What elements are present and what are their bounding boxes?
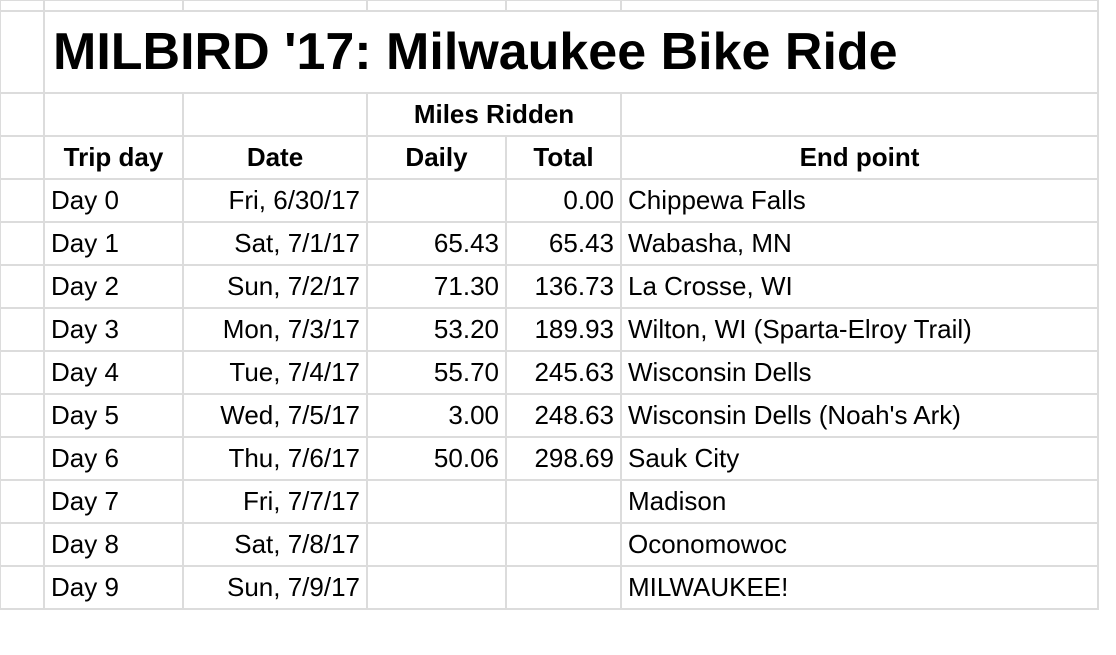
cell[interactable] [0,436,45,481]
daily-miles-cell[interactable] [366,178,507,223]
cell[interactable] [0,479,45,524]
column-header-row: Trip day Date Daily Total End point [0,135,1099,180]
date-cell[interactable]: Wed, 7/5/17 [182,393,368,438]
daily-miles-cell[interactable]: 3.00 [366,393,507,438]
spreadsheet-grid: MILBIRD '17: Milwaukee Bike Ride Miles R… [0,0,1099,610]
cell[interactable] [0,522,45,567]
cell[interactable] [0,307,45,352]
cell[interactable] [0,135,45,180]
trip-day-cell[interactable]: Day 0 [43,178,184,223]
daily-miles-cell[interactable]: 50.06 [366,436,507,481]
title-row: MILBIRD '17: Milwaukee Bike Ride [0,10,1099,94]
total-miles-cell[interactable] [505,522,622,567]
total-miles-cell[interactable] [505,479,622,524]
total-miles-cell[interactable] [505,565,622,610]
total-miles-cell[interactable]: 0.00 [505,178,622,223]
spacer-row [0,0,1099,12]
total-miles-cell[interactable]: 298.69 [505,436,622,481]
end-point-cell[interactable]: Madison [620,479,1099,524]
trip-day-cell[interactable]: Day 6 [43,436,184,481]
end-point-cell[interactable]: Wabasha, MN [620,221,1099,266]
date-cell[interactable]: Sun, 7/9/17 [182,565,368,610]
cell[interactable] [182,92,368,137]
table-row: Day 8 Sat, 7/8/17 Oconomowoc [0,522,1099,567]
cell[interactable] [0,565,45,610]
cell[interactable] [0,178,45,223]
daily-miles-cell[interactable] [366,522,507,567]
table-row: Day 5 Wed, 7/5/17 3.00 248.63 Wisconsin Dell… [0,393,1099,438]
cell[interactable] [620,0,1099,12]
miles-ridden-header[interactable]: Miles Ridden [366,92,622,137]
group-header-row: Miles Ridden [0,92,1099,137]
cell[interactable] [43,92,184,137]
date-cell[interactable]: Mon, 7/3/17 [182,307,368,352]
total-miles-cell[interactable]: 136.73 [505,264,622,309]
header-end-point[interactable]: End point [620,135,1099,180]
end-point-cell[interactable]: Chippewa Falls [620,178,1099,223]
header-trip-day[interactable]: Trip day [43,135,184,180]
daily-miles-cell[interactable]: 71.30 [366,264,507,309]
end-point-cell[interactable]: La Crosse, WI [620,264,1099,309]
table-row: Day 0 Fri, 6/30/17 0.00 Chippewa Falls [0,178,1099,223]
cell[interactable] [0,221,45,266]
header-total[interactable]: Total [505,135,622,180]
end-point-cell[interactable]: Sauk City [620,436,1099,481]
daily-miles-cell[interactable]: 53.20 [366,307,507,352]
trip-day-cell[interactable]: Day 4 [43,350,184,395]
header-date[interactable]: Date [182,135,368,180]
table-row: Day 1 Sat, 7/1/17 65.43 65.43 Wabasha, MN [0,221,1099,266]
total-miles-cell[interactable]: 248.63 [505,393,622,438]
date-cell[interactable]: Fri, 7/7/17 [182,479,368,524]
date-cell[interactable]: Thu, 7/6/17 [182,436,368,481]
total-miles-cell[interactable]: 245.63 [505,350,622,395]
table-row: Day 3 Mon, 7/3/17 53.20 189.93 Wilton, WI (S… [0,307,1099,352]
date-cell[interactable]: Tue, 7/4/17 [182,350,368,395]
end-point-cell[interactable]: Wisconsin Dells (Noah's Ark) [620,393,1099,438]
trip-day-cell[interactable]: Day 9 [43,565,184,610]
daily-miles-cell[interactable] [366,479,507,524]
header-daily[interactable]: Daily [366,135,507,180]
date-cell[interactable]: Sat, 7/1/17 [182,221,368,266]
trip-day-cell[interactable]: Day 8 [43,522,184,567]
date-cell[interactable]: Fri, 6/30/17 [182,178,368,223]
cell[interactable] [43,0,184,12]
trip-day-cell[interactable]: Day 5 [43,393,184,438]
table-row: Day 4 Tue, 7/4/17 55.70 245.63 Wisconsin Del… [0,350,1099,395]
cell[interactable] [0,264,45,309]
cell[interactable] [366,0,507,12]
cell[interactable] [0,10,45,94]
end-point-cell[interactable]: Wilton, WI (Sparta-Elroy Trail) [620,307,1099,352]
daily-miles-cell[interactable]: 55.70 [366,350,507,395]
trip-day-cell[interactable]: Day 3 [43,307,184,352]
cell[interactable] [0,92,45,137]
table-row: Day 6 Thu, 7/6/17 50.06 298.69 Sauk City [0,436,1099,481]
sheet-title[interactable]: MILBIRD '17: Milwaukee Bike Ride [43,10,1099,94]
total-miles-cell[interactable]: 65.43 [505,221,622,266]
trip-day-cell[interactable]: Day 2 [43,264,184,309]
trip-day-cell[interactable]: Day 7 [43,479,184,524]
end-point-cell[interactable]: Oconomowoc [620,522,1099,567]
end-point-cell[interactable]: Wisconsin Dells [620,350,1099,395]
table-row: Day 7 Fri, 7/7/17 Madison [0,479,1099,524]
cell[interactable] [0,350,45,395]
table-row: Day 2 Sun, 7/2/17 71.30 136.73 La Crosse, WI [0,264,1099,309]
date-cell[interactable]: Sat, 7/8/17 [182,522,368,567]
daily-miles-cell[interactable]: 65.43 [366,221,507,266]
trip-day-cell[interactable]: Day 1 [43,221,184,266]
table-row: Day 9 Sun, 7/9/17 MILWAUKEE! [0,565,1099,610]
cell[interactable] [620,92,1099,137]
total-miles-cell[interactable]: 189.93 [505,307,622,352]
cell[interactable] [505,0,622,12]
end-point-cell[interactable]: MILWAUKEE! [620,565,1099,610]
daily-miles-cell[interactable] [366,565,507,610]
cell[interactable] [182,0,368,12]
cell[interactable] [0,0,45,12]
cell[interactable] [0,393,45,438]
date-cell[interactable]: Sun, 7/2/17 [182,264,368,309]
